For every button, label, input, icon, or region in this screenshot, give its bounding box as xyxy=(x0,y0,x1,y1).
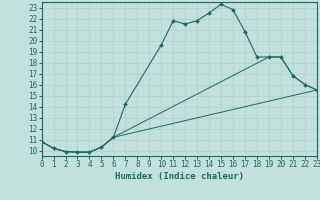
X-axis label: Humidex (Indice chaleur): Humidex (Indice chaleur) xyxy=(115,172,244,181)
